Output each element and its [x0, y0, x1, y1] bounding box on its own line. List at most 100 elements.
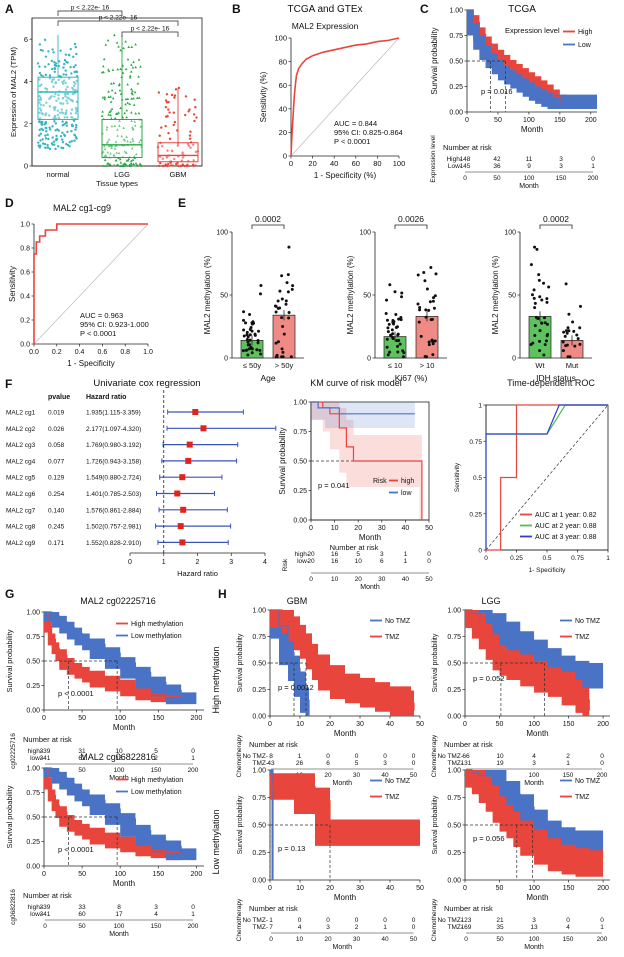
panel-g-2-risk-cell: 33 [78, 904, 86, 911]
panel-e-3-point [538, 349, 542, 353]
panel-a-point [125, 151, 128, 154]
panel-a-point [116, 128, 119, 131]
panel-h-1-risk-cell: 0 [355, 753, 359, 760]
panel-g-1-ytick-label: 0.25 [26, 683, 40, 690]
panel-g-2-curve-low-methylation [44, 767, 197, 855]
panel-a-point [39, 132, 42, 136]
panel-h-3-xtick-label: 40 [386, 885, 394, 892]
panel-a-bracket [57, 10, 123, 16]
panel-a-point [54, 122, 58, 125]
panel-a-point [60, 111, 64, 114]
panel-f-row-name: MAL2 cg3 [6, 442, 36, 449]
panel-a-point [50, 67, 54, 71]
panel-g-2-ytick-label: 0.25 [26, 839, 40, 846]
panel-g-1-pvalue: p < 0.0001 [58, 689, 94, 698]
panel-a-point [114, 140, 118, 143]
panel-d-ytick-label: 1.0 [20, 222, 30, 229]
panel-e-2-point [389, 334, 393, 338]
panel-g-2-risk-cell: 341 [40, 911, 51, 918]
panel-e-2-point [432, 306, 436, 310]
panel-a-point [171, 164, 175, 167]
panel-a-point [74, 128, 77, 131]
panel-e-2-point [396, 350, 400, 354]
panel-a-point [137, 75, 140, 78]
panel-e-2-point [417, 320, 421, 324]
panel-c-risk-tick: 100 [524, 175, 535, 182]
km-xtick-label: 10 [331, 525, 339, 532]
panel-a-point [131, 139, 135, 142]
panel-a-point [161, 157, 165, 160]
panel-g-1-risk-cell: 1 [191, 755, 195, 762]
panel-b-ytick-label: 60 [279, 81, 287, 90]
panel-h-3-risk-cell: 0 [326, 917, 330, 924]
panel-g-1-risk-cell: 10 [115, 748, 123, 755]
panel-h-2-ytick-label: 0.50 [447, 661, 461, 668]
panel-e-2-point [396, 344, 400, 348]
panel-a-point [131, 126, 134, 129]
panel-a-point [139, 138, 142, 142]
panel-a-point [177, 164, 180, 168]
panel-a-point [103, 158, 107, 161]
panel-e-3-category: Wt [535, 361, 545, 370]
panel-a-point [118, 82, 121, 86]
panel-e-2-point [385, 298, 389, 302]
panel-a-point [130, 111, 133, 114]
panel-a-point [48, 114, 51, 117]
panel-c-risk-cell: 11 [526, 156, 533, 163]
panel-h-3-risk-tick: 10 [296, 936, 304, 943]
panel-a-point [62, 73, 65, 76]
panel-a-point [52, 140, 56, 143]
panel-e-2-point [433, 294, 437, 298]
panel-e-3-point [564, 344, 568, 348]
panel-e-2-point [386, 330, 390, 334]
panel-a-point [64, 53, 68, 56]
panel-e-1-point [259, 352, 263, 356]
panel-h-1-legend-tmz-text: TMZ [385, 634, 400, 641]
panel-a-point [167, 108, 170, 111]
panel-h-4-risk-row-label: No TMZ- [437, 917, 463, 924]
panel-e-1-point [280, 347, 284, 351]
panel-c-legend-bg [560, 24, 604, 54]
panel-f-row-hr: 1.552(0.828-2.910) [86, 540, 141, 547]
panel-c-xtick-label: 100 [523, 117, 535, 124]
panel-g-1-xlabel: Month [113, 723, 135, 732]
panel-h-3-ytick-label: 0.00 [252, 878, 266, 885]
panel-e-1-point [273, 304, 277, 308]
panel-a-point [157, 164, 161, 168]
panel-h-1-risk-tick: 30 [353, 772, 361, 779]
panel-a-point [74, 82, 77, 85]
panel-a-point [123, 139, 127, 142]
panel-a-point [63, 62, 66, 66]
panel-a-point [112, 81, 116, 85]
panel-e-3-category: Mut [566, 361, 579, 370]
panel-e-3-ytick-label: 100 [504, 230, 516, 237]
panel-e-2-bracket [394, 224, 428, 229]
km-risk-tick: 40 [402, 576, 410, 583]
panel-a-point [132, 60, 135, 64]
panel-a-point [122, 162, 126, 165]
panel-a-box-GBM [157, 142, 199, 163]
panel-d-annotation: AUC = 0.963 [80, 311, 123, 320]
panel-h-1-risk-side-label: Chemotherapy [236, 734, 243, 777]
panel-g-1-risk-cell: 62 [78, 755, 86, 762]
panel-a-point [100, 70, 104, 74]
panel-e-2-point [394, 326, 398, 330]
panel-e-2-point [387, 322, 391, 326]
panel-e-3-point [537, 278, 541, 282]
panel-a-point [107, 90, 110, 93]
panel-h-3-risk-side-label: Chemotherapy [236, 898, 243, 941]
km-risk-xlabel: Month [360, 584, 380, 591]
panel-a-point [194, 164, 197, 167]
panel-e-2-ytick-label: 100 [359, 230, 371, 237]
panel-f-row-name: MAL2 cg4 [6, 458, 36, 465]
panel-e-1-point [248, 347, 252, 351]
panel-a-point [113, 147, 117, 150]
panel-f-row-name: MAL2 cg5 [6, 475, 36, 482]
panel-a-point [129, 74, 132, 78]
panel-letter-f: F [5, 377, 12, 391]
panel-e-2-point [422, 270, 426, 274]
roc-title: Time-dependent ROC [507, 378, 595, 388]
panel-a-point [115, 163, 119, 166]
panel-h-2-risk-cell: 4 [532, 753, 536, 760]
panel-a-point [110, 144, 114, 147]
